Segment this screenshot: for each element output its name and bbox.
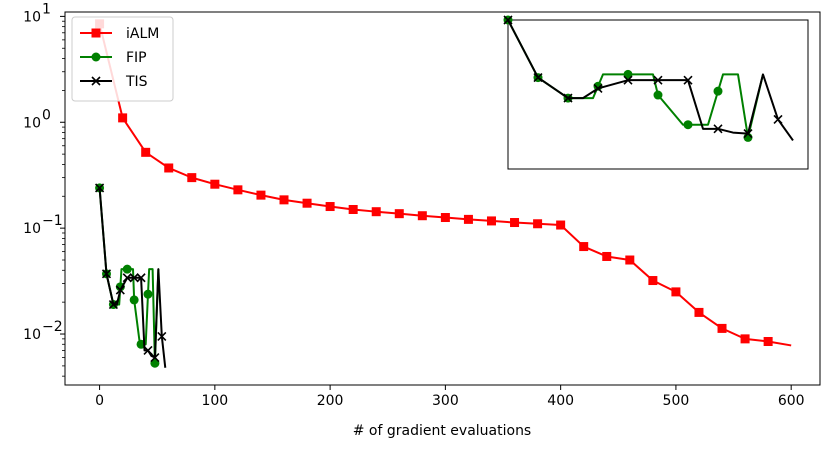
x-tick-label: 400 [547, 393, 574, 409]
data-point-ialm [602, 251, 612, 261]
data-point-tis [129, 273, 139, 283]
data-point-ialm [694, 307, 704, 317]
data-point-ialm [210, 179, 220, 189]
y-tick-label: 10 [23, 9, 41, 25]
y-tick-exponent: −2 [42, 319, 63, 335]
data-point-ialm [648, 276, 658, 286]
inset-point-fip [713, 86, 723, 96]
data-point-ialm [763, 336, 773, 346]
inset-series [503, 15, 794, 142]
data-point-ialm [740, 334, 750, 344]
x-axis: 0 100 200 300 400 500 600 [95, 385, 805, 409]
x-tick-label: 300 [432, 393, 459, 409]
legend-label-tis: TIS [125, 74, 148, 90]
y-tick-label: 10 [23, 327, 41, 343]
legend-marker-fip [91, 52, 101, 62]
data-point-tis [115, 285, 125, 295]
inset-point-tis [683, 75, 693, 85]
inset-point-tis [503, 15, 513, 25]
x-axis-label: # of gradient evaluations [353, 423, 531, 439]
data-point-ialm [440, 213, 450, 223]
data-point-tis [157, 331, 167, 341]
legend-item-tis: TIS [80, 74, 148, 90]
data-point-ialm [463, 214, 473, 224]
inset-point-tis [593, 83, 603, 94]
data-point-ialm [717, 323, 727, 333]
y-tick-exponent: −1 [42, 213, 63, 229]
data-point-ialm [187, 173, 197, 183]
y-tick-exponent: 1 [42, 1, 51, 17]
inset-series-tis [503, 15, 794, 142]
data-point-ialm [533, 219, 543, 229]
data-point-ialm [625, 255, 635, 265]
series-layer [95, 19, 792, 368]
series-line-tis [98, 187, 167, 368]
data-point-ialm [279, 195, 289, 205]
data-point-ialm [486, 216, 496, 226]
data-point-tis [122, 273, 132, 283]
series-tis [95, 183, 167, 368]
series-ialm [95, 19, 792, 347]
legend-marker-ialm [91, 28, 101, 38]
data-point-tis [150, 352, 160, 363]
inset-point-tis [623, 75, 633, 85]
data-point-ialm [233, 185, 243, 195]
inset-point-tis [713, 124, 723, 134]
inset-point-tis [773, 114, 783, 125]
inset-point-tis [563, 93, 573, 103]
data-point-tis [136, 273, 146, 283]
data-point-fip [122, 264, 132, 274]
data-point-ialm [371, 207, 381, 217]
legend-item-fip: FIP [80, 50, 147, 66]
x-tick-label: 500 [663, 393, 690, 409]
inset-point-tis [743, 129, 753, 139]
data-point-ialm [556, 220, 566, 230]
data-point-ialm [671, 287, 681, 297]
data-point-fip [143, 289, 153, 299]
data-point-tis [95, 183, 105, 193]
data-point-ialm [141, 147, 151, 157]
data-point-ialm [256, 190, 266, 200]
inset-point-fip [683, 120, 693, 130]
inset-point-fip [653, 90, 663, 100]
data-point-ialm [394, 209, 404, 219]
legend-label-ialm: iALM [126, 26, 159, 42]
inset-point-fip [623, 69, 633, 79]
inset-axes [503, 15, 809, 170]
legend-item-ialm: iALM [80, 26, 159, 42]
data-point-ialm [164, 163, 174, 173]
data-point-ialm [302, 198, 312, 208]
x-tick-label: 100 [201, 393, 228, 409]
data-point-fip [129, 295, 139, 305]
plot-frame [64, 11, 821, 386]
legend: iALM FIP TIS [71, 16, 174, 102]
legend-entries: iALM FIP TIS [80, 26, 159, 90]
inset-point-tis [533, 73, 543, 83]
data-point-tis [101, 269, 112, 279]
data-point-tis [108, 299, 118, 310]
x-tick-label: 0 [95, 393, 104, 409]
y-tick-exponent: 0 [42, 107, 51, 123]
data-point-ialm [348, 204, 358, 214]
x-tick-label: 200 [317, 393, 344, 409]
legend-marker-tis [91, 76, 101, 86]
inset-line-tis [507, 19, 794, 142]
data-point-ialm [579, 242, 589, 252]
data-point-fip [150, 358, 160, 368]
data-point-ialm [510, 218, 520, 228]
inset-point-tis [653, 75, 663, 85]
y-tick-label: 10 [23, 221, 41, 237]
data-point-tis [143, 345, 153, 355]
data-point-ialm [417, 211, 427, 221]
legend-label-fip: FIP [126, 50, 147, 66]
data-point-ialm [118, 113, 128, 123]
x-tick-label: 600 [778, 393, 805, 409]
data-point-ialm [325, 202, 335, 212]
y-tick-label: 10 [23, 115, 41, 131]
